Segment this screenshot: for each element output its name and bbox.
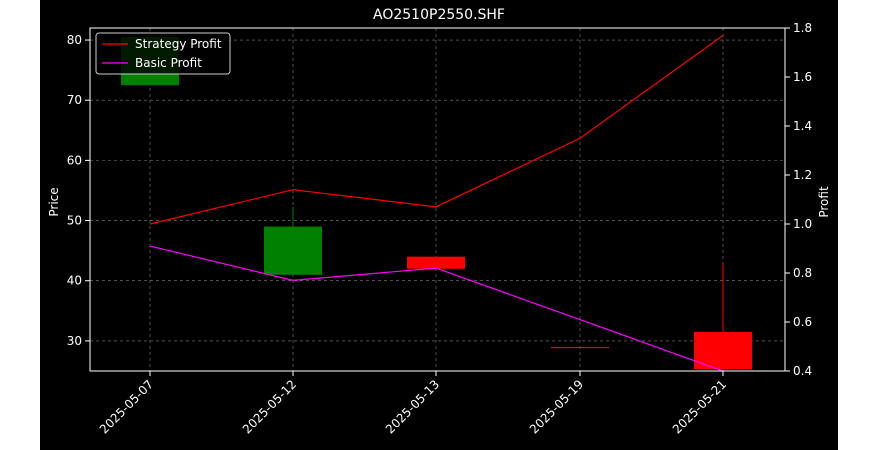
candle-body xyxy=(264,226,322,275)
profit-lines xyxy=(149,34,724,372)
y-left-tick-label: 70 xyxy=(67,93,82,107)
y-right-tick-label: 1.0 xyxy=(793,217,812,231)
y-right-tick-label: 0.6 xyxy=(793,315,812,329)
y-right-tick-label: 1.6 xyxy=(793,70,812,84)
y-left-tick-label: 30 xyxy=(67,334,82,348)
candle-body xyxy=(407,256,465,269)
y-left-tick-label: 80 xyxy=(67,33,82,47)
y-left-tick-label: 40 xyxy=(67,274,82,288)
y-right-tick-label: 1.4 xyxy=(793,119,812,133)
basic-profit-line xyxy=(149,245,724,372)
y-right-tick-label: 1.8 xyxy=(793,21,812,35)
candle-body xyxy=(551,346,609,349)
left-axis-label: Price xyxy=(47,187,61,216)
candle-body xyxy=(694,331,752,370)
legend-box xyxy=(95,32,231,75)
y-right-tick-label: 0.4 xyxy=(793,364,812,378)
legend: Strategy Profit Basic Profit xyxy=(95,32,231,75)
y-left-tick-label: 60 xyxy=(67,153,82,167)
strategy-profit-line xyxy=(149,34,724,225)
legend-strategy-label: Strategy Profit xyxy=(135,37,222,51)
y-right-tick-label: 0.8 xyxy=(793,266,812,280)
y-left-tick-label: 50 xyxy=(67,214,82,228)
right-axis-label: Profit xyxy=(817,186,831,218)
y-right-tick-label: 1.2 xyxy=(793,168,812,182)
chart-title: AO2510P2550.SHF xyxy=(373,7,505,23)
legend-basic-label: Basic Profit xyxy=(135,56,202,70)
plot-frame xyxy=(89,27,786,372)
